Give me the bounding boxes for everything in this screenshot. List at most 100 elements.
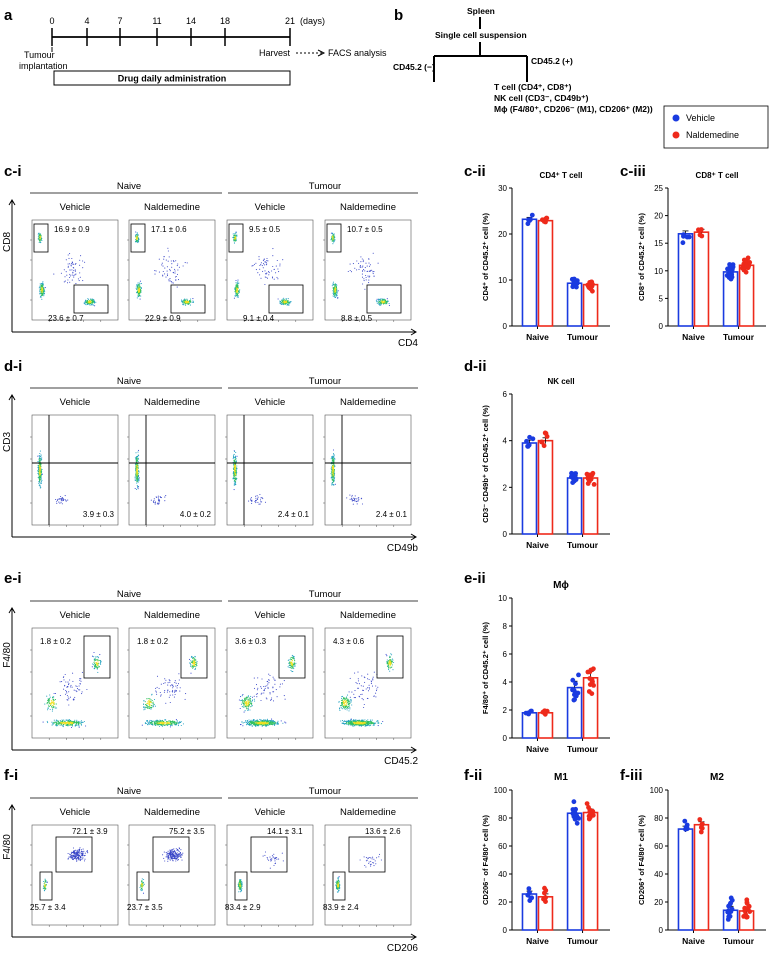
event-dot [59, 681, 61, 683]
event-dot [360, 719, 363, 721]
event-dot [264, 273, 267, 275]
event-dot [267, 683, 269, 685]
event-dot [336, 293, 338, 295]
event-dot [288, 304, 290, 306]
event-dot [356, 498, 358, 500]
event-dot [241, 695, 243, 697]
event-dot [99, 662, 101, 664]
event-dot [56, 722, 58, 724]
event-dot [75, 273, 77, 275]
event-dot [241, 701, 244, 703]
event-dot [341, 697, 343, 700]
event-dot [136, 470, 138, 472]
event-dot [193, 665, 195, 667]
event-dot [272, 255, 274, 257]
event-dot [262, 270, 264, 272]
event-dot [136, 482, 138, 484]
event-dot [378, 299, 380, 301]
event-dot [149, 698, 151, 700]
event-dot [233, 242, 235, 244]
event-dot [272, 265, 274, 268]
event-dot [144, 707, 146, 709]
event-dot [40, 486, 42, 489]
event-dot [68, 698, 70, 700]
event-dot [160, 683, 162, 685]
event-dot [66, 722, 68, 725]
event-dot [368, 282, 370, 284]
event-dot [194, 663, 197, 666]
event-dot [377, 720, 379, 722]
event-dot [41, 283, 43, 285]
event-dot [240, 696, 242, 698]
panel-label-di: d-i [4, 358, 22, 375]
event-dot [264, 685, 266, 687]
event-dot [351, 494, 353, 496]
event-dot [377, 725, 379, 727]
event-dot [44, 287, 46, 289]
event-dot [146, 706, 148, 708]
event-dot [271, 270, 273, 272]
event-dot [257, 687, 259, 689]
event-dot [163, 258, 165, 260]
event-dot [261, 722, 263, 725]
event-dot [332, 461, 334, 463]
event-dot [377, 298, 380, 300]
event-dot [70, 684, 72, 686]
event-dot [237, 283, 239, 285]
event-dot [41, 285, 43, 287]
event-dot [96, 659, 98, 661]
event-dot [186, 298, 188, 300]
event-dot [361, 270, 364, 272]
event-dot [234, 239, 236, 241]
event-dot [281, 301, 283, 304]
event-dot [135, 288, 137, 290]
macrophage-gate [376, 635, 404, 679]
event-dot [334, 296, 336, 299]
event-dot [383, 298, 385, 300]
event-dot [362, 261, 364, 263]
y-arrow-head-icon [8, 394, 16, 401]
event-dot [281, 303, 283, 305]
event-dot [346, 702, 348, 705]
event-dot [167, 247, 169, 249]
event-dot [283, 680, 285, 682]
event-dot [166, 273, 168, 275]
event-dot [368, 684, 370, 686]
event-dot [161, 720, 163, 722]
event-dot [193, 662, 195, 664]
event-dot [78, 685, 80, 687]
event-dot [333, 289, 335, 291]
event-dot [43, 295, 45, 297]
event-dot [378, 301, 380, 303]
event-dot [154, 503, 156, 505]
event-dot [287, 666, 289, 668]
event-dot [234, 484, 236, 486]
event-dot [184, 262, 186, 264]
event-dot [363, 269, 365, 271]
event-dot [51, 724, 53, 726]
event-dot [333, 474, 335, 476]
group-header-tumour: Tumour [309, 589, 341, 600]
event-dot [261, 501, 263, 503]
event-dot [70, 721, 72, 723]
event-dot [245, 701, 247, 703]
event-dot [38, 471, 40, 473]
event-dot [58, 723, 60, 725]
event-dot [172, 689, 174, 691]
event-dot [99, 661, 102, 663]
event-dot [350, 701, 352, 703]
event-dot [47, 722, 49, 724]
event-dot [361, 266, 363, 268]
event-dot [98, 666, 100, 668]
event-dot [270, 719, 272, 721]
event-dot [177, 683, 180, 685]
event-dot [233, 484, 235, 486]
event-dot [38, 480, 40, 483]
event-dot [144, 708, 146, 710]
event-dot [37, 474, 40, 476]
event-dot [255, 499, 257, 501]
event-dot [93, 662, 95, 664]
panel-label-cii: c-ii [464, 163, 486, 180]
event-dot [259, 264, 261, 267]
event-dot [244, 700, 246, 702]
